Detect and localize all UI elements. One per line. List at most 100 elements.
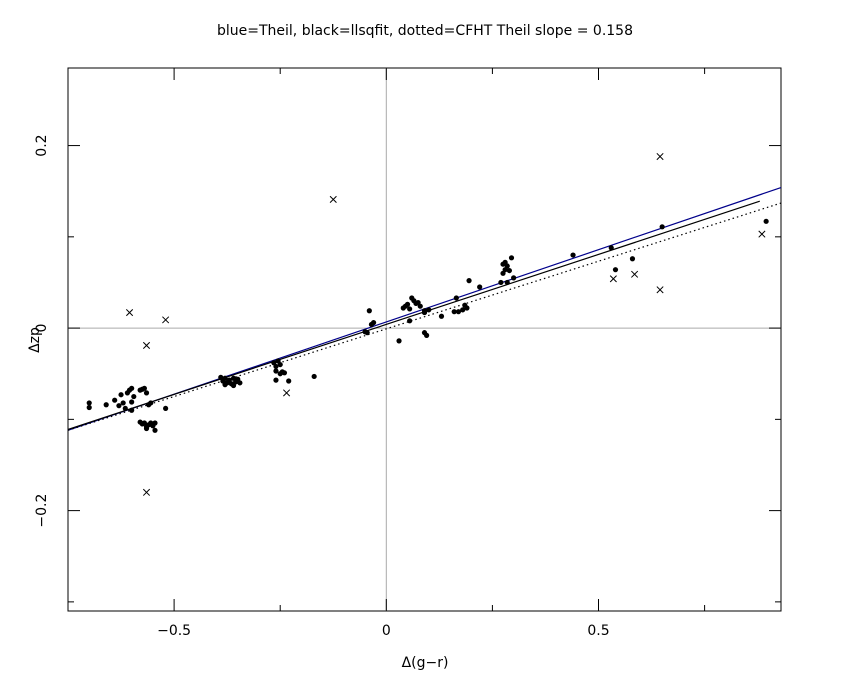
data-point [612,267,619,273]
data-point [222,382,228,388]
rejected-point [125,309,134,317]
data-point [230,382,237,389]
x-tick-label: 0 [382,623,391,639]
data-point [237,380,243,386]
plot-frame [67,67,782,612]
cross-stroke [142,341,151,349]
data-point [629,256,636,262]
data-point [273,363,279,370]
cross-stroke [125,309,134,317]
data-point [424,332,430,338]
data-point [426,307,432,313]
data-point [407,318,413,324]
data-point [148,400,154,406]
rejected-point [142,341,151,349]
data-point [86,404,92,411]
data-point [453,295,459,301]
y-tick-label: 0.2 [34,134,50,156]
x-tick-label: −0.5 [157,623,191,639]
data-point [131,393,137,400]
axis-ticks [67,68,781,611]
data-point [370,320,377,326]
x-tick-label: 0.5 [587,623,609,639]
rejected-point [609,275,617,283]
data-point [120,400,126,406]
data-point [407,306,413,312]
data-point [498,279,504,286]
data-point [504,279,510,286]
tick-labels: −0.5 0 0.5 −0.2 0 0.2 [34,134,610,639]
data-point [281,370,288,376]
data-points [86,152,769,496]
data-point [477,284,483,290]
data-point [163,405,169,412]
data-point [112,397,118,403]
data-point [116,403,122,409]
data-point [129,385,135,391]
data-point [451,309,457,315]
data-point [608,245,614,251]
x-axis-label: Δ(g−r) [402,655,449,671]
data-point [277,361,283,368]
data-point [438,313,445,319]
data-point [222,375,228,381]
chart-title: blue=Theil, black=llsqfit, dotted=CFHT T… [217,23,633,39]
data-point [152,427,158,433]
data-point [464,305,470,311]
data-point [86,400,92,406]
data-point [277,371,283,377]
cross-stroke [283,389,291,397]
data-point [460,307,466,313]
rejected-point [758,230,766,238]
y-axis-label: Δzp [27,327,43,353]
rejected-point [656,152,664,161]
data-point [129,399,135,405]
data-point [504,263,510,269]
data-point [396,338,402,344]
cross-stroke [609,275,617,283]
data-point [466,278,472,284]
fit-line-llsqfit [67,200,760,430]
rejected-point [162,316,170,324]
cross-stroke [162,316,170,324]
rejected-point [283,389,291,397]
data-point [311,373,317,380]
y-tick-label: −0.2 [34,494,50,528]
cross-stroke [329,195,337,203]
data-point [143,390,150,396]
rejected-point [656,286,664,294]
data-point [143,425,150,432]
data-point [141,385,147,391]
data-point [118,392,124,398]
fit-line-cfht [67,202,782,431]
data-point [659,224,665,230]
data-point [404,301,411,307]
data-point [122,405,128,412]
data-point [763,218,769,224]
data-point [129,407,135,413]
data-point [455,309,462,315]
data-point [273,377,279,383]
cross-stroke [656,152,664,161]
data-point [417,303,423,309]
rejected-point [631,270,639,278]
data-point [366,308,372,314]
data-point [364,330,370,336]
data-point [152,420,158,426]
cross-stroke [656,286,664,294]
data-point [506,267,512,274]
data-point [511,275,517,281]
data-point [508,255,515,261]
data-point [570,252,576,258]
cross-stroke [631,270,639,278]
rejected-point [329,195,337,203]
data-point [103,402,109,408]
cross-stroke [142,488,151,496]
data-point [286,378,292,384]
data-point [273,368,279,374]
data-point [421,308,428,314]
y-tick-label: 0 [34,324,50,333]
rejected-point [142,488,151,496]
